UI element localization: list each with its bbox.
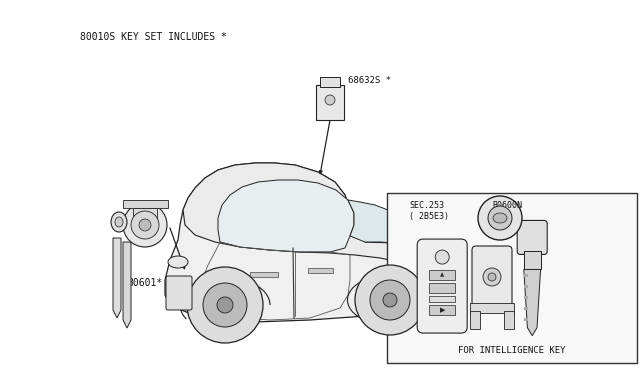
Ellipse shape	[111, 212, 127, 232]
Bar	[524, 296, 528, 299]
Text: FOR INTELLIGENCE KEY: FOR INTELLIGENCE KEY	[458, 346, 566, 355]
Bar	[524, 275, 528, 278]
FancyBboxPatch shape	[417, 239, 467, 333]
Bar	[470, 311, 480, 329]
Bar	[133, 208, 157, 224]
Text: B0600N: B0600N	[492, 202, 522, 211]
Circle shape	[488, 273, 496, 281]
Circle shape	[355, 265, 425, 335]
Bar	[524, 318, 528, 321]
Circle shape	[325, 95, 335, 105]
Bar	[524, 307, 528, 310]
Ellipse shape	[130, 219, 144, 237]
Polygon shape	[123, 242, 131, 328]
Bar	[429, 283, 455, 293]
FancyBboxPatch shape	[166, 276, 192, 310]
Circle shape	[478, 196, 522, 240]
Bar	[123, 200, 168, 208]
Circle shape	[131, 211, 159, 239]
Polygon shape	[218, 180, 354, 252]
Bar	[308, 268, 333, 273]
Text: R998003N: R998003N	[585, 349, 625, 358]
Bar	[470, 303, 514, 313]
Text: 68632S *: 68632S *	[348, 76, 391, 84]
Circle shape	[217, 297, 233, 313]
Ellipse shape	[168, 256, 188, 268]
Bar	[524, 285, 528, 288]
Polygon shape	[348, 200, 400, 243]
Circle shape	[370, 280, 410, 320]
FancyBboxPatch shape	[517, 221, 547, 254]
Ellipse shape	[134, 224, 141, 232]
Ellipse shape	[493, 213, 507, 223]
Text: 88643W *: 88643W *	[528, 214, 571, 222]
Bar	[429, 270, 455, 280]
Text: SEC.253: SEC.253	[409, 202, 444, 211]
Bar	[429, 305, 455, 315]
Bar	[387, 193, 637, 363]
Text: ▶: ▶	[440, 307, 445, 313]
Bar	[429, 296, 455, 302]
Bar	[524, 251, 541, 269]
Circle shape	[435, 250, 449, 264]
Circle shape	[123, 203, 167, 247]
Bar	[316, 85, 344, 120]
FancyBboxPatch shape	[472, 246, 512, 309]
Circle shape	[488, 206, 512, 230]
Bar	[250, 272, 278, 277]
Text: 88694S *: 88694S *	[522, 285, 565, 295]
Text: ▲: ▲	[440, 273, 444, 278]
Bar	[504, 311, 514, 329]
Polygon shape	[165, 163, 460, 322]
Polygon shape	[183, 163, 450, 268]
Polygon shape	[524, 269, 541, 336]
Text: ( 2B5E3): ( 2B5E3)	[409, 212, 449, 221]
Circle shape	[203, 283, 247, 327]
Circle shape	[483, 268, 501, 286]
Circle shape	[187, 267, 263, 343]
Text: 80601*: 80601*	[127, 278, 163, 288]
Circle shape	[139, 219, 151, 231]
Polygon shape	[113, 238, 121, 318]
Text: 80010S KEY SET INCLUDES *: 80010S KEY SET INCLUDES *	[80, 32, 227, 42]
Ellipse shape	[115, 217, 123, 227]
Circle shape	[383, 293, 397, 307]
Bar	[320, 77, 340, 87]
